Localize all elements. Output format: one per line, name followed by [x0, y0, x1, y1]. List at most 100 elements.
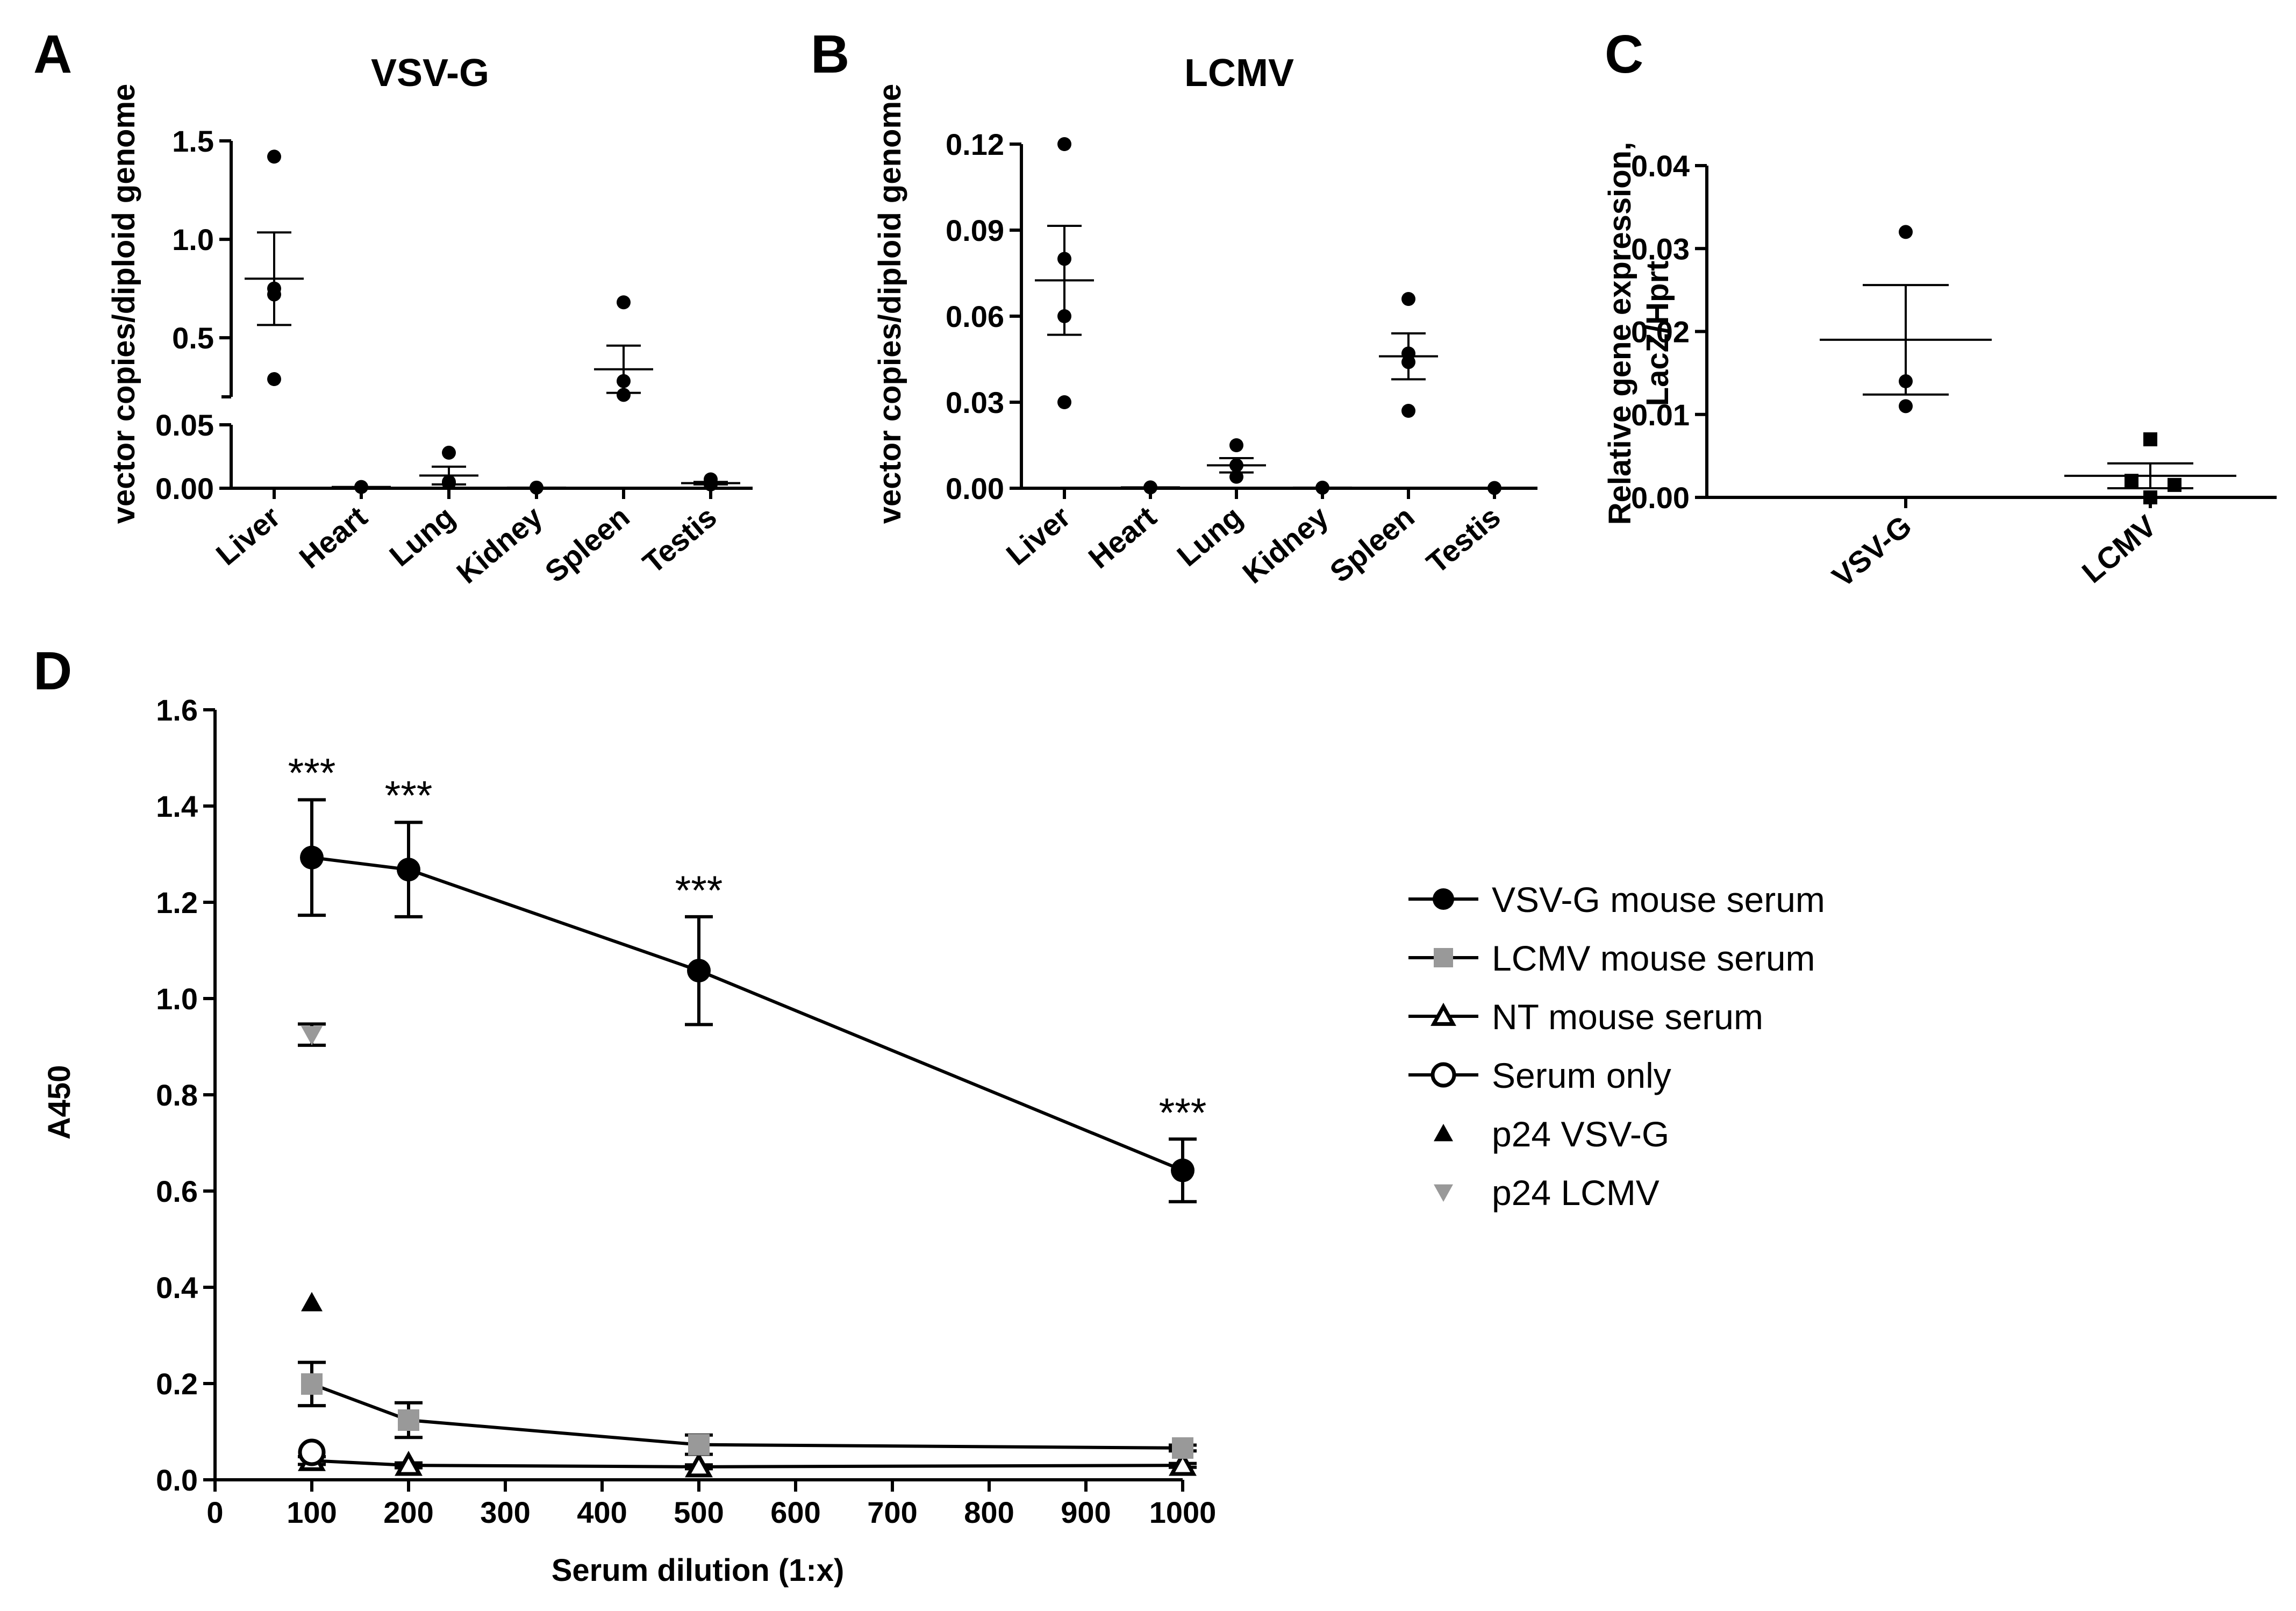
panel-c-data-point [2143, 490, 2157, 504]
panel-d-y-tick-label: 0.2 [156, 1367, 198, 1401]
panel-d-legend-marker-nt-mouse-serum [1430, 1002, 1456, 1026]
panel-a-data-point [704, 477, 718, 491]
panel-a-y-tick-label: 0.00 [155, 472, 214, 505]
panel-c-y-tick-label: 0.03 [1631, 232, 1690, 266]
panel-a-y-tick-label: 1.0 [172, 223, 214, 256]
panel-a-y-axis-label: vector copies/diploid genome [106, 84, 141, 524]
panel-a-y-tick-label: 0.05 [155, 408, 214, 442]
panel-a-data-point [617, 374, 631, 388]
panel-d-x-tick-label: 100 [287, 1495, 337, 1529]
panel-d-x-tick-label: 200 [383, 1495, 433, 1529]
panel-d-y-tick-label: 0.4 [156, 1271, 198, 1305]
panel-letter-a: A [33, 24, 72, 84]
panel-d-series-line-lcmv-mouse-serum [311, 1382, 1183, 1450]
panel-d-data-point-lcmv-mouse-serum [688, 1434, 710, 1456]
panel-b-x-tick-label: Lung [1170, 500, 1248, 573]
panel-a-data-point [267, 149, 281, 164]
panel-b-y-tick-label: 0.03 [946, 386, 1004, 419]
panel-c-y-tick-label: 0.00 [1631, 481, 1690, 515]
panel-d-data-point-p24-lcmv [301, 1026, 323, 1046]
panel-d-data-point-vsv-g-mouse-serum [397, 858, 420, 882]
panel-c-y-tick-label: 0.02 [1631, 315, 1690, 349]
panel-b-y-tick-label: 0.06 [946, 300, 1004, 333]
panel-a-x-tick-label: Liver [210, 500, 287, 572]
panel-b-x-tick-label: Spleen [1324, 500, 1421, 589]
panel-d-series-line-nt-mouse-serum [311, 1459, 1183, 1469]
panel-a-data-point [354, 480, 368, 494]
panel-b-y-tick-label: 0.12 [946, 127, 1004, 161]
panel-b-data-point [1401, 355, 1415, 369]
panel-a-data-point [617, 295, 631, 310]
panel-c-data-point [1899, 374, 1913, 389]
panel-d-significance-stars: *** [385, 773, 433, 819]
panel-d-legend-label-nt-mouse-serum: NT mouse serum [1492, 997, 1763, 1037]
panel-b-data-point [1057, 137, 1071, 151]
panel-d-x-tick-label: 800 [964, 1495, 1014, 1529]
panel-letter-c: C [1605, 24, 1643, 84]
panel-b-data-point [1057, 395, 1071, 409]
panel-letter-d: D [33, 641, 72, 701]
panel-b-x-tick-label: Heart [1082, 500, 1163, 575]
panel-b-data-point [1487, 481, 1501, 495]
panel-d-legend-label-serum-only: Serum only [1492, 1056, 1671, 1095]
panel-d-significance-stars: *** [288, 751, 336, 796]
panel-d-significance-stars: *** [675, 868, 723, 914]
panel-d-x-tick-label: 400 [577, 1495, 627, 1529]
panel-c-data-point [2143, 432, 2157, 447]
panel-a-data-point [530, 480, 543, 495]
panel-b-data-point [1229, 469, 1243, 484]
panel-d-y-tick-label: 0.6 [156, 1174, 198, 1208]
panel-d-data-point-lcmv-mouse-serum [301, 1373, 323, 1395]
panel-b-data-point [1401, 292, 1415, 306]
panel-a-x-tick-label: Testis [636, 500, 723, 580]
panel-c-y-axis-label-line1: Relative gene expression, [1603, 142, 1637, 525]
panel-c-y-axis-label-line2: LacZ/Hprt [1640, 261, 1675, 407]
panel-d-x-tick-label: 700 [867, 1495, 917, 1529]
panel-d-x-tick-label: 0 [206, 1495, 223, 1529]
panel-d-data-point-vsv-g-mouse-serum [1171, 1158, 1195, 1182]
panel-c-x-tick-label: VSV-G [1826, 509, 1918, 594]
panel-letter-b: B [811, 24, 849, 84]
panel-b-y-tick-label: 0.00 [946, 472, 1004, 505]
panel-d-y-tick-label: 1.6 [156, 693, 198, 727]
panel-d-data-point-vsv-g-mouse-serum [300, 845, 324, 869]
panel-a-data-point [267, 372, 281, 387]
panel-a-data-point [617, 388, 631, 402]
panel-b-x-tick-label: Liver [1000, 500, 1077, 572]
panel-a-x-tick-label: Lung [383, 500, 461, 573]
panel-a-data-point [267, 287, 281, 302]
panel-d-legend-marker-p24-vsv-g [1434, 1124, 1453, 1142]
panel-d-y-tick-label: 0.0 [156, 1463, 198, 1497]
panel-b-data-point [1143, 480, 1157, 495]
panel-b-data-point [1229, 438, 1243, 452]
panel-c-data-point [2125, 474, 2138, 488]
panel-d-data-point-p24-vsv-g [301, 1292, 323, 1311]
panel-d-x-tick-label: 1000 [1149, 1495, 1217, 1529]
panel-a-y-tick-label: 0.5 [172, 321, 214, 355]
panel-d-data-point-nt-mouse-serum [1169, 1450, 1197, 1476]
panel-d-y-tick-label: 1.4 [156, 789, 198, 823]
panel-b-data-point [1401, 404, 1415, 418]
panel-b-data-point [1057, 309, 1071, 323]
panel-b-y-tick-label: 0.09 [946, 213, 1004, 247]
panel-c-data-point [1899, 399, 1913, 414]
panel-a-x-tick-label: Kidney [450, 500, 549, 590]
panel-d-data-point-serum-only [298, 1438, 326, 1466]
panel-d-legend-marker-vsv-g-mouse-serum [1433, 888, 1454, 910]
panel-b-x-tick-label: Testis [1420, 500, 1506, 580]
panel-d-x-tick-label: 300 [480, 1495, 530, 1529]
panel-a-chart: VSV-G vector copies/diploid genome 0.5 1.… [106, 52, 753, 590]
panel-d-data-point-lcmv-mouse-serum [398, 1409, 419, 1431]
panel-d-legend-marker-p24-lcmv [1434, 1184, 1453, 1202]
panel-d-y-axis-label: A450 [42, 1065, 77, 1140]
panel-d-legend-label-p24-vsv-g: p24 VSV-G [1492, 1114, 1669, 1154]
panel-a-title: VSV-G [371, 52, 489, 95]
panel-d-y-tick-label: 1.0 [156, 982, 198, 1016]
panel-a-x-tick-label: Heart [293, 500, 374, 575]
panel-d-data-point-lcmv-mouse-serum [1172, 1437, 1193, 1459]
panel-b-data-point [1229, 458, 1243, 473]
panel-a-data-point [442, 476, 456, 490]
panel-d-x-tick-label: 500 [674, 1495, 724, 1529]
panel-d-chart: A450 Serum dilution (1:x) 0.0 0.2 0.4 0.6 0.… [42, 693, 1825, 1588]
